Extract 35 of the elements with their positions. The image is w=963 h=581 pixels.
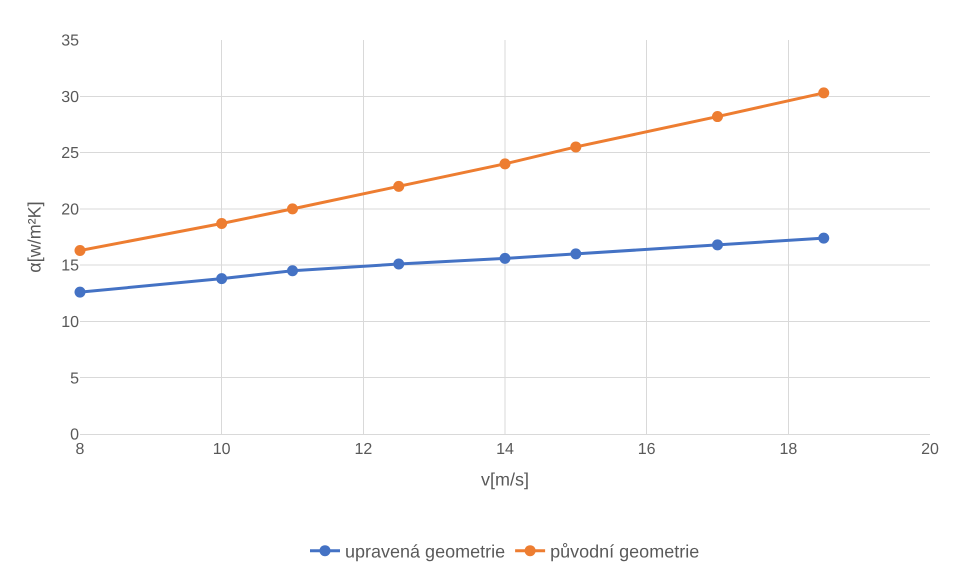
legend-label: upravená geometrie (345, 542, 506, 562)
y-tick-label: 35 (61, 32, 80, 50)
point (216, 273, 228, 284)
point (500, 158, 510, 170)
y-tick-label: 25 (61, 145, 80, 162)
point (393, 258, 404, 270)
point (500, 252, 510, 264)
x-tick-label: 20 (921, 441, 939, 458)
point (393, 180, 404, 192)
x-tick-label: 16 (638, 441, 656, 458)
point (570, 248, 582, 260)
point (818, 87, 830, 98)
y-tick-label: 0 (70, 426, 80, 444)
y-tick-label: 20 (61, 201, 80, 218)
y-tick-label: 15 (61, 258, 80, 275)
x-tick-label: 10 (212, 441, 231, 458)
point (570, 141, 582, 152)
y-axis-title: α[w/m²K] (24, 201, 44, 273)
point (74, 286, 86, 298)
point (74, 245, 86, 256)
point (712, 111, 723, 122)
point (818, 232, 830, 244)
y-tick-label: 30 (61, 88, 80, 106)
y-tick-label: 5 (70, 370, 80, 388)
x-tick-label: 12 (354, 441, 372, 458)
x-axis-title: v[m/s] (481, 469, 529, 490)
legend-label: původní geometrie (550, 542, 700, 562)
point (712, 239, 723, 250)
x-tick-label: 14 (496, 441, 514, 458)
x-tick-label: 18 (779, 441, 798, 458)
point (287, 265, 298, 276)
point (287, 203, 298, 214)
x-tick-label: 8 (76, 441, 85, 458)
point (216, 218, 228, 229)
y-tick-label: 10 (61, 314, 80, 332)
